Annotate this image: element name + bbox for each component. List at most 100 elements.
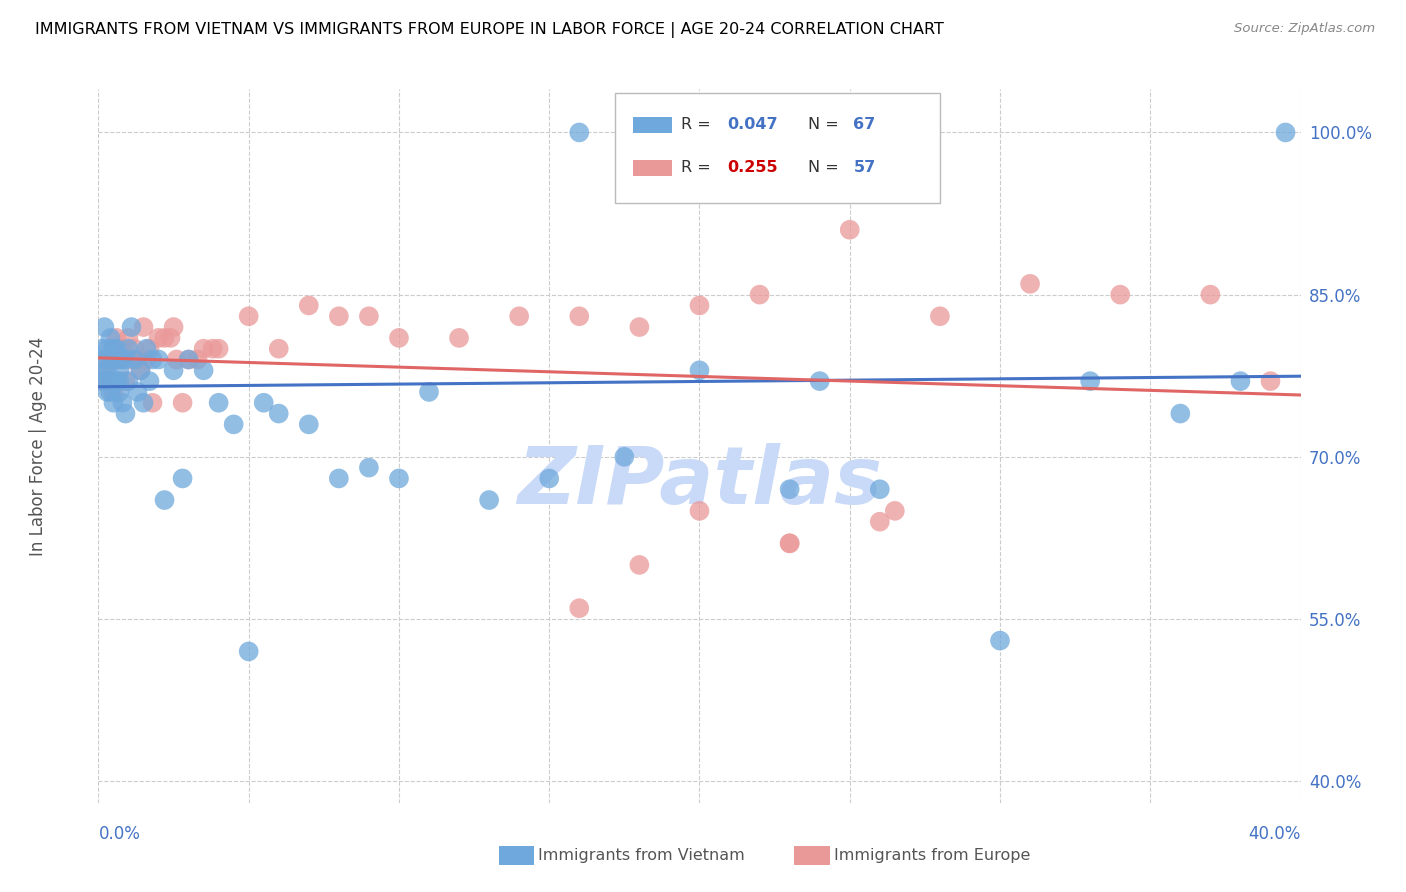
Point (108, 352, 131, 367)
Point (568, 601, 591, 615)
Text: 0.255: 0.255 (727, 161, 778, 175)
Point (100, 331, 122, 345)
Point (148, 331, 170, 345)
Point (103, 352, 125, 367)
Point (388, 471, 411, 485)
Point (267, 407, 290, 421)
Point (96, 384, 118, 399)
Point (117, 374, 139, 388)
Point (418, 384, 440, 399)
Point (96, 374, 118, 388)
Point (141, 352, 163, 367)
Point (357, 310, 380, 324)
Point (779, 482, 801, 496)
Point (117, 352, 139, 367)
Point (177, 352, 200, 367)
Point (96, 374, 118, 388)
Point (388, 331, 411, 345)
Point (153, 493, 176, 508)
Point (193, 342, 215, 356)
Point (135, 352, 157, 367)
Point (929, 310, 952, 324)
Point (103, 342, 125, 356)
Point (1019, 277, 1042, 291)
Point (201, 342, 224, 356)
Point (1229, 374, 1251, 388)
Point (105, 352, 128, 367)
FancyBboxPatch shape (633, 117, 672, 133)
Point (129, 363, 152, 377)
Point (689, 298, 711, 312)
Point (162, 363, 184, 377)
Text: Immigrants from Vietnam: Immigrants from Vietnam (538, 848, 745, 863)
Point (267, 342, 290, 356)
Point (124, 352, 146, 367)
Point (988, 633, 1011, 648)
Point (222, 417, 245, 432)
Text: N =: N = (807, 161, 844, 175)
Point (108, 374, 131, 388)
Point (779, 536, 801, 550)
Point (105, 352, 128, 367)
Point (808, 374, 831, 388)
Point (117, 342, 139, 356)
Point (508, 310, 530, 324)
Text: R =: R = (682, 161, 716, 175)
Point (90, 374, 112, 388)
Point (172, 396, 194, 410)
Point (105, 342, 128, 356)
Point (96, 352, 118, 367)
Point (135, 342, 157, 356)
Point (103, 342, 125, 356)
Point (883, 504, 905, 518)
Text: N =: N = (807, 118, 844, 132)
Point (100, 352, 122, 367)
Point (121, 320, 143, 334)
Point (172, 471, 194, 485)
Point (838, 223, 860, 237)
Point (177, 352, 200, 367)
Point (132, 320, 155, 334)
Point (447, 331, 470, 345)
Point (100, 352, 122, 367)
Text: IMMIGRANTS FROM VIETNAM VS IMMIGRANTS FROM EUROPE IN LABOR FORCE | AGE 20-24 COR: IMMIGRANTS FROM VIETNAM VS IMMIGRANTS FR… (35, 22, 943, 38)
Point (105, 331, 128, 345)
Text: Immigrants from Europe: Immigrants from Europe (834, 848, 1031, 863)
Point (328, 471, 350, 485)
Point (162, 320, 184, 334)
Point (93, 363, 115, 377)
Point (114, 352, 136, 367)
Point (105, 374, 128, 388)
Point (1260, 374, 1282, 388)
Text: ZIPatlas: ZIPatlas (517, 442, 882, 521)
Point (1078, 374, 1101, 388)
Text: In Labor Force | Age 20-24: In Labor Force | Age 20-24 (30, 336, 48, 556)
Point (127, 384, 149, 399)
Point (108, 363, 131, 377)
Point (869, 482, 891, 496)
Point (93, 374, 115, 388)
Point (1109, 287, 1132, 301)
Point (238, 310, 260, 324)
Text: Source: ZipAtlas.com: Source: ZipAtlas.com (1234, 22, 1375, 36)
Point (117, 331, 139, 345)
Point (208, 396, 231, 410)
Point (132, 396, 155, 410)
Point (253, 396, 276, 410)
Point (141, 396, 163, 410)
Point (187, 352, 209, 367)
Point (96, 342, 118, 356)
Point (238, 644, 260, 658)
Point (129, 363, 152, 377)
Point (100, 384, 122, 399)
Point (148, 352, 170, 367)
Point (138, 342, 160, 356)
Point (111, 396, 134, 410)
Point (93, 352, 115, 367)
Point (298, 417, 321, 432)
Text: R =: R = (682, 118, 716, 132)
Point (90, 363, 112, 377)
Point (114, 407, 136, 421)
Point (111, 352, 134, 367)
Point (90, 342, 112, 356)
